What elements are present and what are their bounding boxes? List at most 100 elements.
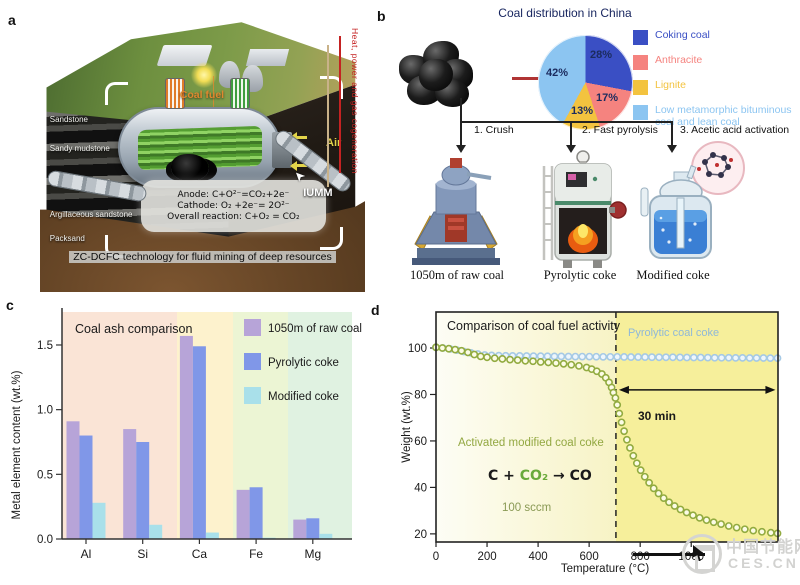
pie-chart-title: Coal distribution in China — [498, 6, 632, 20]
svg-text:60: 60 — [414, 436, 427, 448]
bar-Fe-0 — [236, 489, 250, 539]
air-arrow-icon — [289, 160, 307, 171]
panel-c-bar-chart: Al Si Ca Fe Mg 0.0 0.5 1.0 1.5 Coal ash compariso… — [5, 295, 365, 580]
cogeneration-note: Heat, power and gas cogeneration — [350, 27, 361, 174]
overall-reaction: Overall reaction: C+O₂ = CO₂ — [167, 212, 300, 223]
series-activated-modified-coal-coke — [432, 343, 782, 538]
cathode-reaction: Cathode: O₂ +2e⁻= 2O²⁻ — [177, 201, 290, 212]
watermark-line — [633, 553, 705, 556]
legend-swatch-icon — [633, 30, 648, 45]
bar-Mg-1 — [306, 518, 320, 539]
panel-c-label: c — [6, 297, 14, 313]
anode-reaction: Anode: C+O²⁻=CO₂+2e⁻ — [177, 190, 290, 201]
flow-line — [671, 121, 673, 146]
flow-arrowhead-icon — [667, 145, 677, 158]
svg-text:Pyrolytic coal coke: Pyrolytic coal coke — [628, 327, 719, 339]
svg-text:Temperature (°C): Temperature (°C) — [561, 563, 649, 575]
svg-text:100 sccm: 100 sccm — [502, 502, 551, 514]
legend-label: Low metamorphic bituminous coal and lean… — [655, 104, 792, 129]
stratum-label: Argillaceous sandstone — [49, 209, 133, 219]
pie-slice-value: 13% — [571, 105, 594, 117]
svg-text:0: 0 — [433, 551, 439, 563]
pie-slice-value: 42% — [546, 67, 569, 79]
bar-legend-swatch-icon — [244, 319, 261, 336]
flow-arrowhead-icon — [566, 145, 576, 158]
svg-text:20: 20 — [414, 529, 427, 541]
svg-text:40: 40 — [414, 482, 427, 494]
flow-line — [460, 121, 672, 123]
svg-text:Metal element content (wt.%): Metal element content (wt.%) — [11, 370, 23, 519]
bar-Al-1 — [79, 435, 93, 539]
svg-text:Weight (wt.%): Weight (wt.%) — [401, 391, 413, 463]
bar-Si-0 — [123, 429, 137, 539]
stratum-label: Sandy mudstone — [49, 144, 110, 154]
watermark-domain: CES.CN — [728, 555, 799, 571]
legend-label: Anthracite — [655, 54, 703, 66]
to-pie-arrow — [512, 77, 545, 80]
bar-Si-1 — [136, 441, 150, 539]
bar-Ca-2 — [205, 532, 219, 539]
panel-b: Coal distribution in China 28% 17% 13% 42% … — [375, 5, 795, 290]
flow-arrowhead-icon — [456, 145, 466, 158]
equipment-label-modified-coke: Modified coke — [636, 268, 710, 282]
svg-text:Comparison of coal fuel activi: Comparison of coal fuel activity — [447, 319, 621, 333]
bar-Si-2 — [149, 524, 163, 539]
panel-a-caption: ZC-DCFC technology for fluid mining of d… — [60, 250, 346, 264]
site-watermark: 中国节能网 CES.CN — [630, 528, 800, 580]
legend-label: Lignite — [655, 79, 686, 91]
frame-corner-icon — [319, 226, 343, 250]
light-bulb-icon — [191, 61, 218, 88]
coal-pile-in-cell — [170, 153, 210, 182]
legend-item: Low metamorphic bituminous coal and lean… — [633, 104, 793, 128]
panel-d-line-chart: 0 200 400 600 800 1000 20 40 60 80 100 Comparison o… — [370, 300, 800, 578]
svg-text:0.0: 0.0 — [37, 534, 53, 546]
coal-distribution-pie: 28% 17% 13% 42% — [538, 35, 633, 130]
flow-line — [570, 121, 572, 146]
bar-Ca-0 — [179, 335, 193, 539]
svg-text:200: 200 — [477, 551, 496, 563]
pie-legend: Coking coal Anthracite Lignite Low metamorp… — [633, 29, 793, 137]
legend-item: Lignite — [633, 79, 793, 95]
svg-text:0.5: 0.5 — [37, 469, 53, 481]
equipment-label-pyrolytic-coke: Pyrolytic coke — [543, 268, 617, 282]
svg-text:Mg: Mg — [304, 547, 321, 561]
borehole-line — [327, 44, 330, 187]
bar-Mg-0 — [293, 519, 307, 539]
coal-fuel-label: Coal fuel — [179, 88, 225, 101]
frame-corner-icon — [105, 81, 128, 105]
step-crush: 1. Crush — [474, 124, 514, 136]
bar-Al-0 — [66, 421, 80, 539]
svg-text:400: 400 — [528, 551, 547, 563]
svg-text:C + CO₂ → CO: C + CO₂ → CO — [488, 468, 592, 484]
panel-d-label: d — [371, 302, 380, 318]
pyrolysis-furnace-illustration — [542, 150, 627, 268]
activation-reactor-illustration — [640, 141, 745, 259]
reaction-box: Anode: C+O²⁻=CO₂+2e⁻ Cathode: O₂ +2e⁻= 2… — [140, 179, 326, 233]
step-fast-pyrolysis: 2. Fast pyrolysis — [582, 124, 658, 136]
air-label: Air — [326, 137, 342, 150]
svg-text:Fe: Fe — [249, 547, 263, 561]
iumm-label: IUMM — [303, 186, 333, 199]
anode-electrode — [165, 77, 186, 110]
legend-swatch-icon — [633, 105, 648, 120]
panel-a: Coal fuel Air Anode: C+O²⁻=CO₂+2e⁻ Catho… — [40, 8, 365, 292]
cathode-electrode — [230, 77, 251, 110]
legend-label: Coking coal — [655, 29, 710, 41]
svg-text:Al: Al — [81, 547, 92, 561]
svg-text:600: 600 — [580, 551, 599, 563]
bar-Fe-1 — [249, 487, 263, 539]
svg-text:Si: Si — [137, 547, 148, 561]
raw-coal-pile — [393, 29, 475, 109]
pie-slice-value: 28% — [590, 49, 613, 61]
pie-slice-value: 17% — [596, 92, 619, 104]
frame-corner-icon — [319, 76, 343, 100]
svg-text:80: 80 — [414, 389, 427, 401]
svg-text:Activated modified coal coke: Activated modified coal coke — [458, 437, 604, 449]
bar-chart-svg: Al Si Ca Fe Mg 0.0 0.5 1.0 1.5 Coal ash compariso… — [11, 308, 362, 561]
legend-swatch-icon — [633, 55, 648, 70]
svg-text:Modified coke: Modified coke — [268, 391, 339, 403]
watermark-logo-icon — [682, 534, 722, 574]
bar-legend-swatch-icon — [244, 387, 261, 404]
